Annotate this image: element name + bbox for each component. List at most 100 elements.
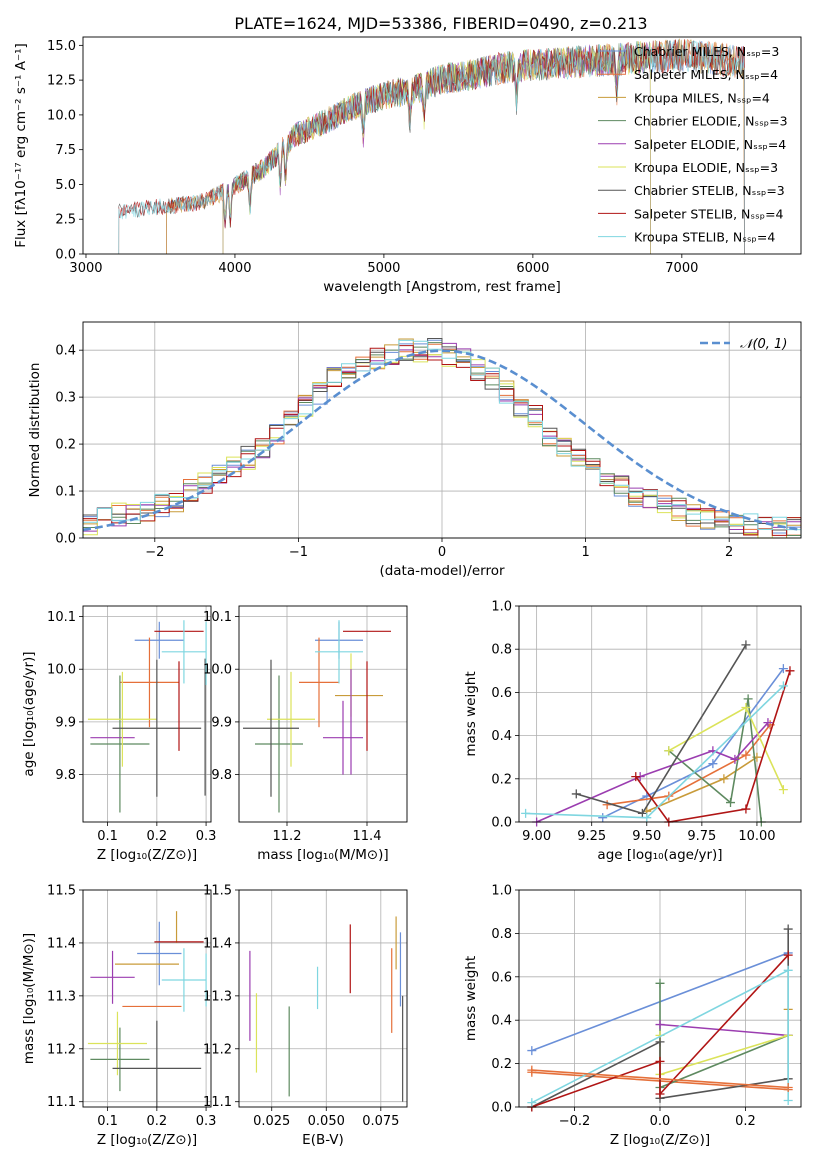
point-marker: [664, 746, 674, 756]
y-axis-label: mass [log₁₀(M/M⊙)]: [21, 933, 37, 1064]
point-marker: [783, 924, 793, 934]
x-tick-label: −2: [145, 545, 164, 560]
y-tick-label: 0.2: [55, 438, 76, 453]
x-axis-label: Z [log₁₀(Z/Z⊙)]: [97, 1132, 197, 1148]
point-marker: [521, 808, 531, 818]
point-marker: [637, 808, 647, 818]
y-tick-label: 0.1: [55, 485, 76, 500]
mass-weight-line: [668, 698, 763, 823]
y-tick-label: 0.4: [491, 1014, 512, 1029]
y-tick-label: 10.0: [47, 663, 76, 678]
y-tick-label: 5.0: [55, 178, 76, 193]
y-tick-label: 0.0: [491, 1101, 512, 1116]
histogram-outline: [82, 339, 802, 538]
x-tick-label: 7000: [665, 261, 698, 276]
y-tick-label: 1.0: [491, 884, 512, 899]
point-marker: [730, 754, 740, 764]
x-tick-label: 2: [725, 545, 733, 560]
x-tick-label: 9.50: [632, 829, 661, 844]
y-tick-label: 11.3: [47, 989, 76, 1004]
x-tick-label: 11.4: [353, 829, 382, 844]
y-tick-label: 0.4: [55, 344, 76, 359]
y-tick-label: 11.1: [203, 1095, 232, 1110]
panel-0: 3000 4000 5000 6000 7000 0.0 2.5 5.0 7.5 10.0 12.5…: [13, 36, 802, 295]
y-tick-label: 10.0: [203, 663, 232, 678]
y-tick-label: 2.5: [55, 213, 76, 228]
point-marker: [741, 703, 751, 713]
y-tick-label: 9.8: [211, 768, 232, 783]
x-tick-label: 9.00: [522, 829, 551, 844]
x-axis-label: E(B-V): [302, 1132, 344, 1148]
axes-frame: [518, 889, 802, 1108]
point-marker: [602, 800, 612, 810]
panel-6: 0.025 0.050 0.075 11.1 11.2 11.3 11.4 11.5 E(B-V…: [203, 884, 408, 1148]
x-tick-label: 0.3: [196, 829, 217, 844]
x-tick-label: 0.1: [97, 829, 118, 844]
x-tick-label: −1: [289, 545, 308, 560]
y-tick-label: 0.0: [55, 532, 76, 547]
point-marker: [708, 759, 718, 769]
x-tick-label: 9.75: [687, 829, 716, 844]
point-marker: [655, 1089, 665, 1099]
point-marker: [783, 1095, 793, 1105]
axes-frame: [82, 605, 212, 823]
y-tick-label: 0.6: [491, 970, 512, 985]
normal-curve: [82, 349, 802, 532]
error-bars: [249, 916, 404, 1102]
point-marker: [642, 813, 652, 823]
x-tick-label: 0.050: [308, 1114, 345, 1129]
axes-frame: [238, 889, 408, 1108]
point-marker: [655, 1037, 665, 1047]
error-bars: [87, 911, 207, 1107]
x-tick-label: 0: [438, 545, 446, 560]
legend-label: Kroupa STELIB, Nₛₛₚ=4: [634, 230, 775, 245]
x-axis-label: mass [log₁₀(M/M⊙)]: [257, 847, 388, 863]
point-marker: [743, 694, 753, 704]
point-marker: [783, 965, 793, 975]
figure-title: PLATE=1624, MJD=53386, FIBERID=0490, z=0…: [234, 14, 647, 33]
point-marker: [598, 813, 608, 823]
y-tick-label: 11.2: [203, 1042, 232, 1057]
x-tick-label: 0.2: [147, 829, 168, 844]
y-tick-label: 0.0: [491, 816, 512, 831]
panel-7: −0.2 0.0 0.2 0.0 0.2 0.4 0.6 0.8 1.0 Z [log₁₀(Z/Z…: [463, 884, 802, 1148]
x-tick-label: 5000: [367, 261, 400, 276]
y-axis-label: Flux [fλ10⁻¹⁷ erg cm⁻² s⁻¹ A⁻¹]: [13, 43, 29, 248]
y-axis-label: age [log₁₀(age/yr)]: [21, 651, 37, 776]
point-marker: [785, 666, 795, 676]
point-marker: [527, 1046, 537, 1056]
y-tick-label: 10.0: [47, 108, 76, 123]
point-marker: [631, 772, 641, 782]
point-marker: [741, 804, 751, 814]
point-marker: [719, 774, 729, 784]
x-tick-label: 0.025: [253, 1114, 290, 1129]
axes-frame: [82, 889, 212, 1108]
x-axis-label: Z [log₁₀(Z/Z⊙)]: [610, 1132, 710, 1148]
y-tick-label: 12.5: [47, 74, 76, 89]
legend-label: Salpeter MILES, Nₛₛₚ=4: [634, 67, 778, 82]
y-tick-label: 0.2: [491, 1057, 512, 1072]
axes-frame: [518, 605, 802, 823]
mass-weight-line: [606, 724, 771, 806]
legend-label: Salpeter ELODIE, Nₛₛₚ=4: [634, 137, 786, 152]
y-tick-label: 1.0: [491, 600, 512, 615]
point-marker: [778, 664, 788, 674]
point-marker: [655, 1056, 665, 1066]
x-tick-label: 0.3: [196, 1114, 217, 1129]
y-tick-label: 0.2: [491, 772, 512, 787]
y-tick-label: 0.6: [491, 686, 512, 701]
x-tick-label: 4000: [218, 261, 251, 276]
x-tick-label: 0.2: [735, 1114, 756, 1129]
error-bars: [243, 620, 391, 813]
x-axis-label: age [log₁₀(age/yr)]: [597, 847, 722, 863]
y-tick-label: 0.0: [55, 248, 76, 263]
y-axis-label: Normed distribution: [27, 363, 43, 498]
point-marker: [527, 1065, 537, 1075]
panel-1: −2 −1 0 1 2 0.0 0.1 0.2 0.3 0.4 𝒩(0, 1) (data-model…: [27, 321, 802, 579]
y-tick-label: 11.5: [47, 884, 76, 899]
y-tick-label: 0.8: [491, 927, 512, 942]
panel-4: 9.00 9.25 9.50 9.75 10.00 0.0 0.2 0.4 0.6 0.8 1.0 a…: [463, 600, 802, 863]
y-tick-label: 11.2: [47, 1042, 76, 1057]
x-tick-label: 0.2: [147, 1114, 168, 1129]
spectrum-line: [118, 40, 745, 255]
